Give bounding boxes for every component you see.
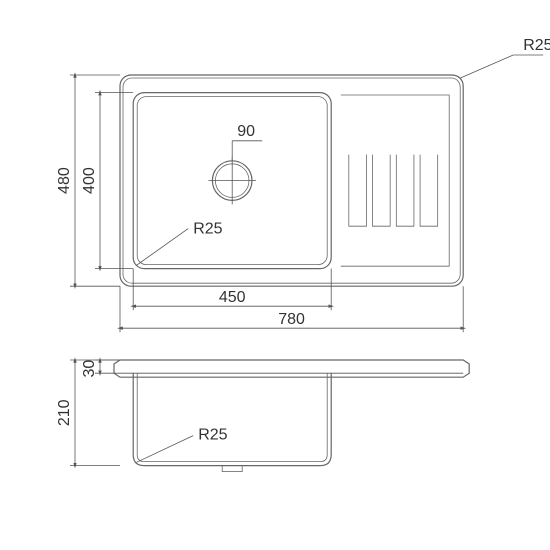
top-right-radius-label: R25: [523, 37, 550, 54]
outer-width-label: 780: [278, 311, 305, 328]
side-rim-label: 30: [81, 360, 98, 378]
bowl-width-label: 450: [219, 289, 246, 306]
side-radius-label: R25: [198, 427, 227, 444]
drain-dia-label: 90: [237, 123, 255, 140]
side-depth-label: 210: [56, 399, 73, 426]
outer-height-label: 480: [56, 167, 73, 194]
bowl-radius-label: R25: [193, 221, 222, 238]
bowl-height-label: 400: [81, 167, 98, 194]
